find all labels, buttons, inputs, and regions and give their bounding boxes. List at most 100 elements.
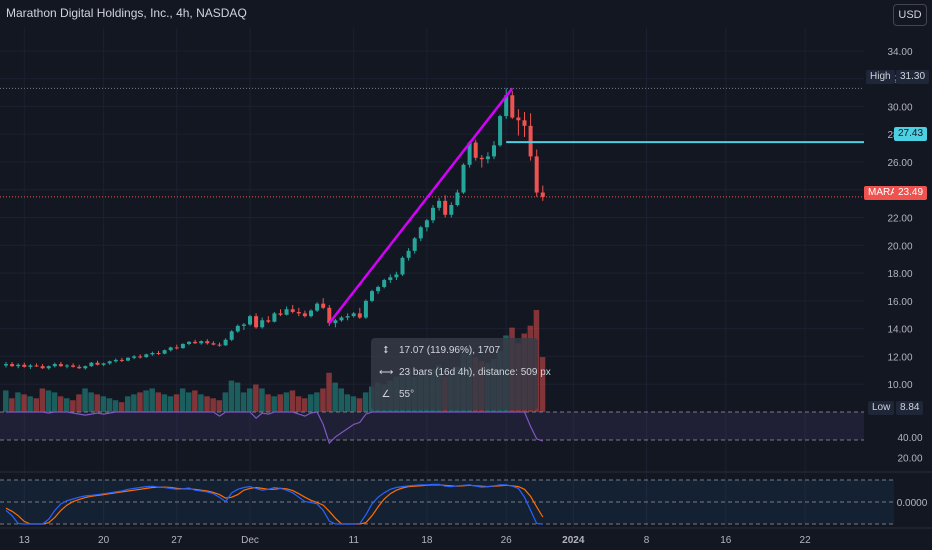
measure-angle: 55° xyxy=(399,389,415,400)
candle-body-10 xyxy=(65,365,69,367)
x-tick-label-8: 8 xyxy=(644,535,650,546)
candle-body-24 xyxy=(150,352,155,355)
candle-body-69 xyxy=(424,220,429,228)
candle-body-56 xyxy=(345,316,350,318)
volume-bar-10 xyxy=(64,398,70,412)
candle-body-16 xyxy=(101,363,106,365)
volume-bar-25 xyxy=(155,392,161,412)
volume-bar-29 xyxy=(179,388,186,412)
candle-body-43 xyxy=(266,320,271,322)
candle-body-3 xyxy=(22,364,27,367)
candle-body-50 xyxy=(309,310,313,317)
volume-bar-33 xyxy=(204,396,210,412)
x-tick-label-10: 22 xyxy=(800,535,812,546)
measure-bars: 23 bars (16d 4h), distance: 509 px xyxy=(399,367,551,378)
volume-bar-1 xyxy=(9,398,15,412)
candle-body-83 xyxy=(510,95,515,118)
candle-body-48 xyxy=(296,311,301,314)
candle-body-32 xyxy=(199,341,204,344)
candle-body-82 xyxy=(504,95,509,117)
candle-body-88 xyxy=(540,192,545,197)
volume-bar-16 xyxy=(100,396,107,412)
currency-button[interactable]: USD xyxy=(893,4,927,26)
volume-bar-35 xyxy=(216,400,222,412)
candle-body-61 xyxy=(376,286,381,292)
candle-body-47 xyxy=(290,309,295,312)
volume-bar-27 xyxy=(167,396,174,412)
candle-body-4 xyxy=(28,365,33,367)
volume-bar-43 xyxy=(265,394,271,412)
volume-bar-48 xyxy=(295,396,302,412)
candle-body-8 xyxy=(52,364,57,367)
volume-bar-17 xyxy=(106,398,113,412)
trendline xyxy=(328,87,514,324)
low-value-tag: 8.84 xyxy=(896,401,924,415)
bar-range-icon: ⟷ xyxy=(379,367,394,378)
measure-angle-row: ∠ 55° xyxy=(379,388,415,402)
volume-bar-6 xyxy=(39,388,46,412)
candle-body-58 xyxy=(357,313,362,318)
volume-bar-26 xyxy=(161,394,168,412)
candle-body-40 xyxy=(248,316,252,325)
volume-bar-12 xyxy=(76,394,82,412)
volume-bar-19 xyxy=(118,402,125,412)
candle-body-38 xyxy=(235,325,240,332)
candle-body-81 xyxy=(498,116,503,146)
x-tick-label-4: 11 xyxy=(349,535,360,546)
candle-body-2 xyxy=(16,364,21,367)
candle-body-57 xyxy=(351,313,356,317)
volume-bar-44 xyxy=(271,396,277,412)
rsi-band xyxy=(0,412,864,440)
level-value-tag: 27.43 xyxy=(894,127,928,141)
candle-body-85 xyxy=(522,120,527,126)
x-tick-label-1: 20 xyxy=(98,535,110,546)
mara-label-tag: MARA xyxy=(864,186,901,200)
high-label-tag: High xyxy=(866,70,895,84)
volume-bar-55 xyxy=(338,388,344,412)
candle-body-75 xyxy=(461,164,466,193)
candle-body-36 xyxy=(223,339,228,346)
candle-body-11 xyxy=(71,365,76,367)
volume-bar-41 xyxy=(253,384,259,412)
x-tick-label-6: 26 xyxy=(501,535,513,546)
volume-bar-14 xyxy=(88,392,94,412)
volume-bar-58 xyxy=(356,398,363,412)
volume-bar-46 xyxy=(283,392,290,412)
candle-body-22 xyxy=(138,356,143,358)
candle-body-66 xyxy=(406,250,411,258)
candle-body-68 xyxy=(418,227,423,239)
x-tick-label-3: Dec xyxy=(241,535,259,546)
volume-bar-7 xyxy=(45,390,52,412)
candle-body-25 xyxy=(156,352,161,354)
x-tick-label-2: 27 xyxy=(171,535,183,546)
x-tick-label-5: 18 xyxy=(421,535,433,546)
candle-body-35 xyxy=(217,344,222,346)
candle-body-18 xyxy=(113,359,118,362)
volume-bar-23 xyxy=(143,390,149,412)
volume-bar-0 xyxy=(3,390,9,412)
volume-bar-28 xyxy=(173,394,180,412)
candle-body-71 xyxy=(437,200,442,208)
y-tick-label-12: 10.00 xyxy=(887,380,912,391)
candle-body-80 xyxy=(492,145,496,157)
candle-body-9 xyxy=(58,364,63,367)
y-tick-label-8: 18.00 xyxy=(887,269,912,280)
candle-body-1 xyxy=(10,364,15,367)
candle-body-34 xyxy=(211,343,216,345)
stoch-axis-label-0: 0.0000 xyxy=(897,498,928,509)
volume-bar-52 xyxy=(320,388,326,412)
volume-bar-49 xyxy=(301,398,308,412)
candle-body-39 xyxy=(241,324,246,326)
x-tick-label-0: 13 xyxy=(19,535,31,546)
volume-bar-32 xyxy=(198,394,204,412)
candle-body-62 xyxy=(382,280,387,287)
volume-bar-54 xyxy=(332,382,338,412)
volume-bar-45 xyxy=(277,394,283,412)
candle-body-78 xyxy=(479,157,484,160)
candle-body-54 xyxy=(333,320,338,324)
candle-body-27 xyxy=(168,347,173,351)
candle-body-31 xyxy=(193,341,198,344)
volume-bar-38 xyxy=(234,382,241,412)
candle-body-55 xyxy=(339,317,344,321)
